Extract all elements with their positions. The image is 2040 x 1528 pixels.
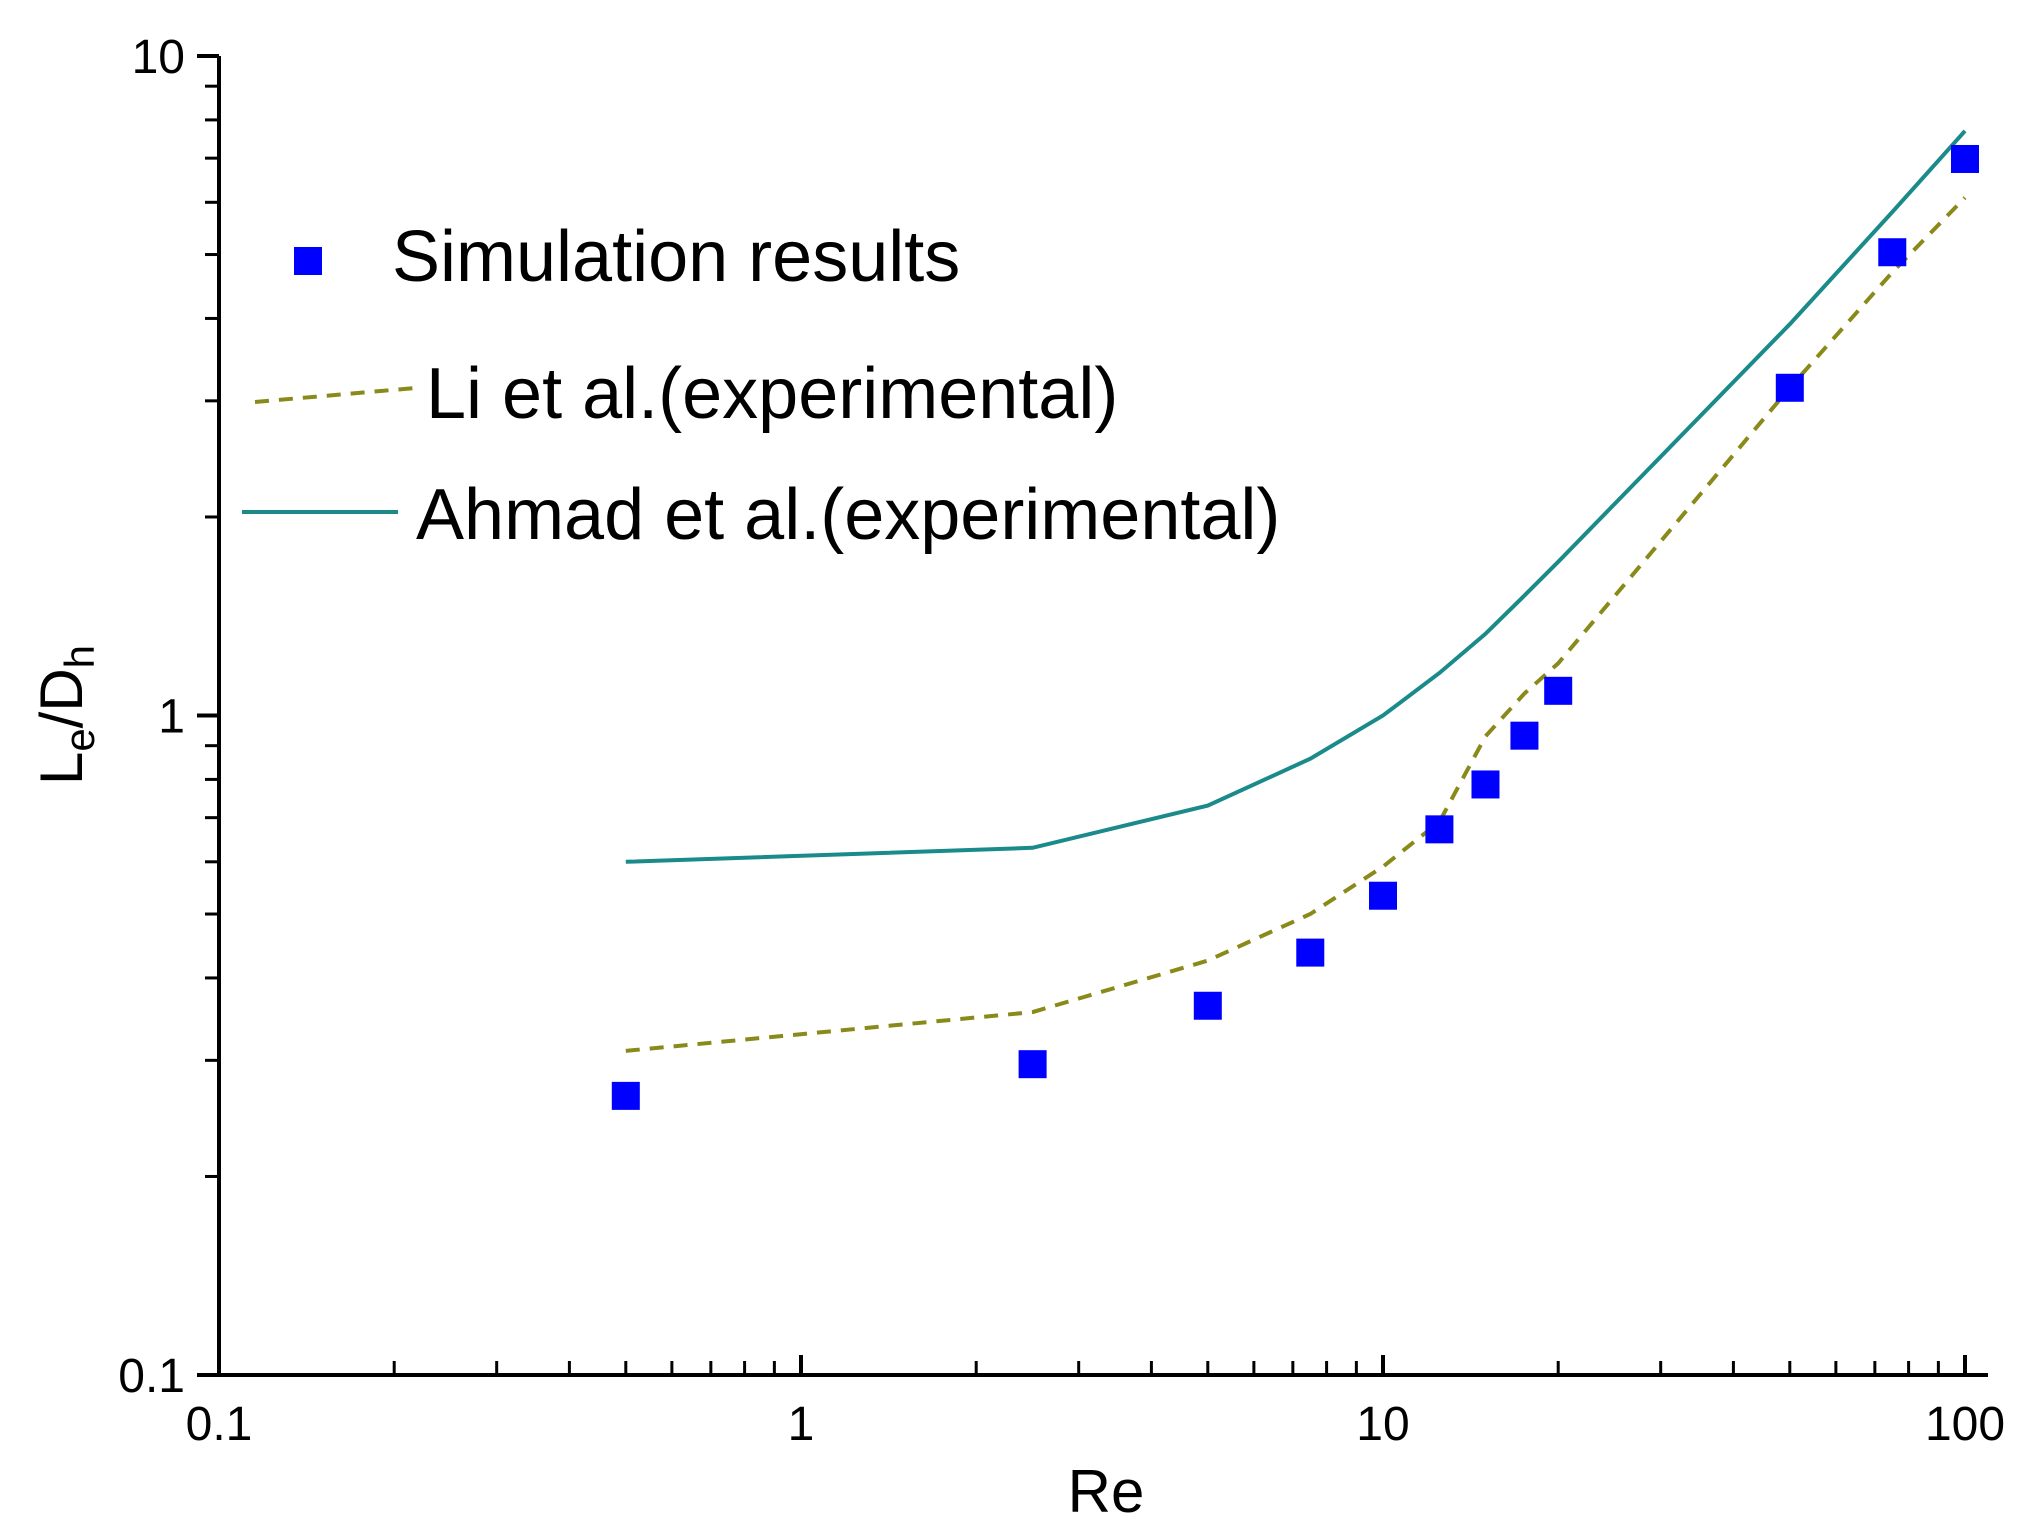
legend-label-ahmad: Ahmad et al.(experimental) <box>416 475 1280 555</box>
data-point-marker <box>1369 881 1397 910</box>
series-lines <box>625 129 1967 1053</box>
y-axis-title: Le/Dh <box>28 645 103 785</box>
x-tick-label: 100 <box>1925 1398 2005 1451</box>
data-point-marker <box>1775 373 1804 402</box>
minor-ticks <box>205 84 1940 1375</box>
series-line-ahmad-et-al-experimental <box>625 129 1967 864</box>
data-point-marker <box>1018 1050 1047 1079</box>
y-axis-title-sub-2: h <box>56 645 103 668</box>
legend-label-li: Li et al.(experimental) <box>426 354 1118 434</box>
y-tick-label: 1 <box>158 691 185 744</box>
data-point-marker <box>1296 938 1325 967</box>
data-point-marker <box>1544 676 1573 705</box>
y-axis-title-main: L <box>28 752 95 785</box>
y-tick-label: 0.1 <box>118 1350 185 1403</box>
data-point-marker <box>611 1081 640 1110</box>
legend-line-li <box>254 386 416 404</box>
y-axis-title-main-2: /D <box>28 668 95 728</box>
legend-marker-simulation <box>294 247 322 275</box>
data-point-marker <box>1193 991 1222 1020</box>
data-point-marker <box>1510 721 1539 750</box>
y-axis-title-sub: e <box>56 728 103 751</box>
data-point-marker <box>1951 144 1979 173</box>
tick-labels: 0.1 1 10 100 0.1 1 10 <box>118 31 2005 1451</box>
series-markers <box>611 144 1979 1110</box>
series-line-li-et-al-experimental <box>625 196 1967 1053</box>
x-tick-label: 0.1 <box>186 1398 253 1451</box>
x-tick-label: 10 <box>1356 1398 1409 1451</box>
y-tick-label: 10 <box>132 31 185 84</box>
legend-label-simulation: Simulation results <box>392 217 960 297</box>
data-point-marker <box>1471 770 1500 799</box>
data-point-marker <box>1878 238 1907 267</box>
x-tick-label: 1 <box>788 1398 815 1451</box>
data-point-marker <box>1425 815 1454 844</box>
legend: Simulation results Li et al.(experimenta… <box>242 217 1280 555</box>
x-axis-title: Re <box>1068 1458 1145 1525</box>
